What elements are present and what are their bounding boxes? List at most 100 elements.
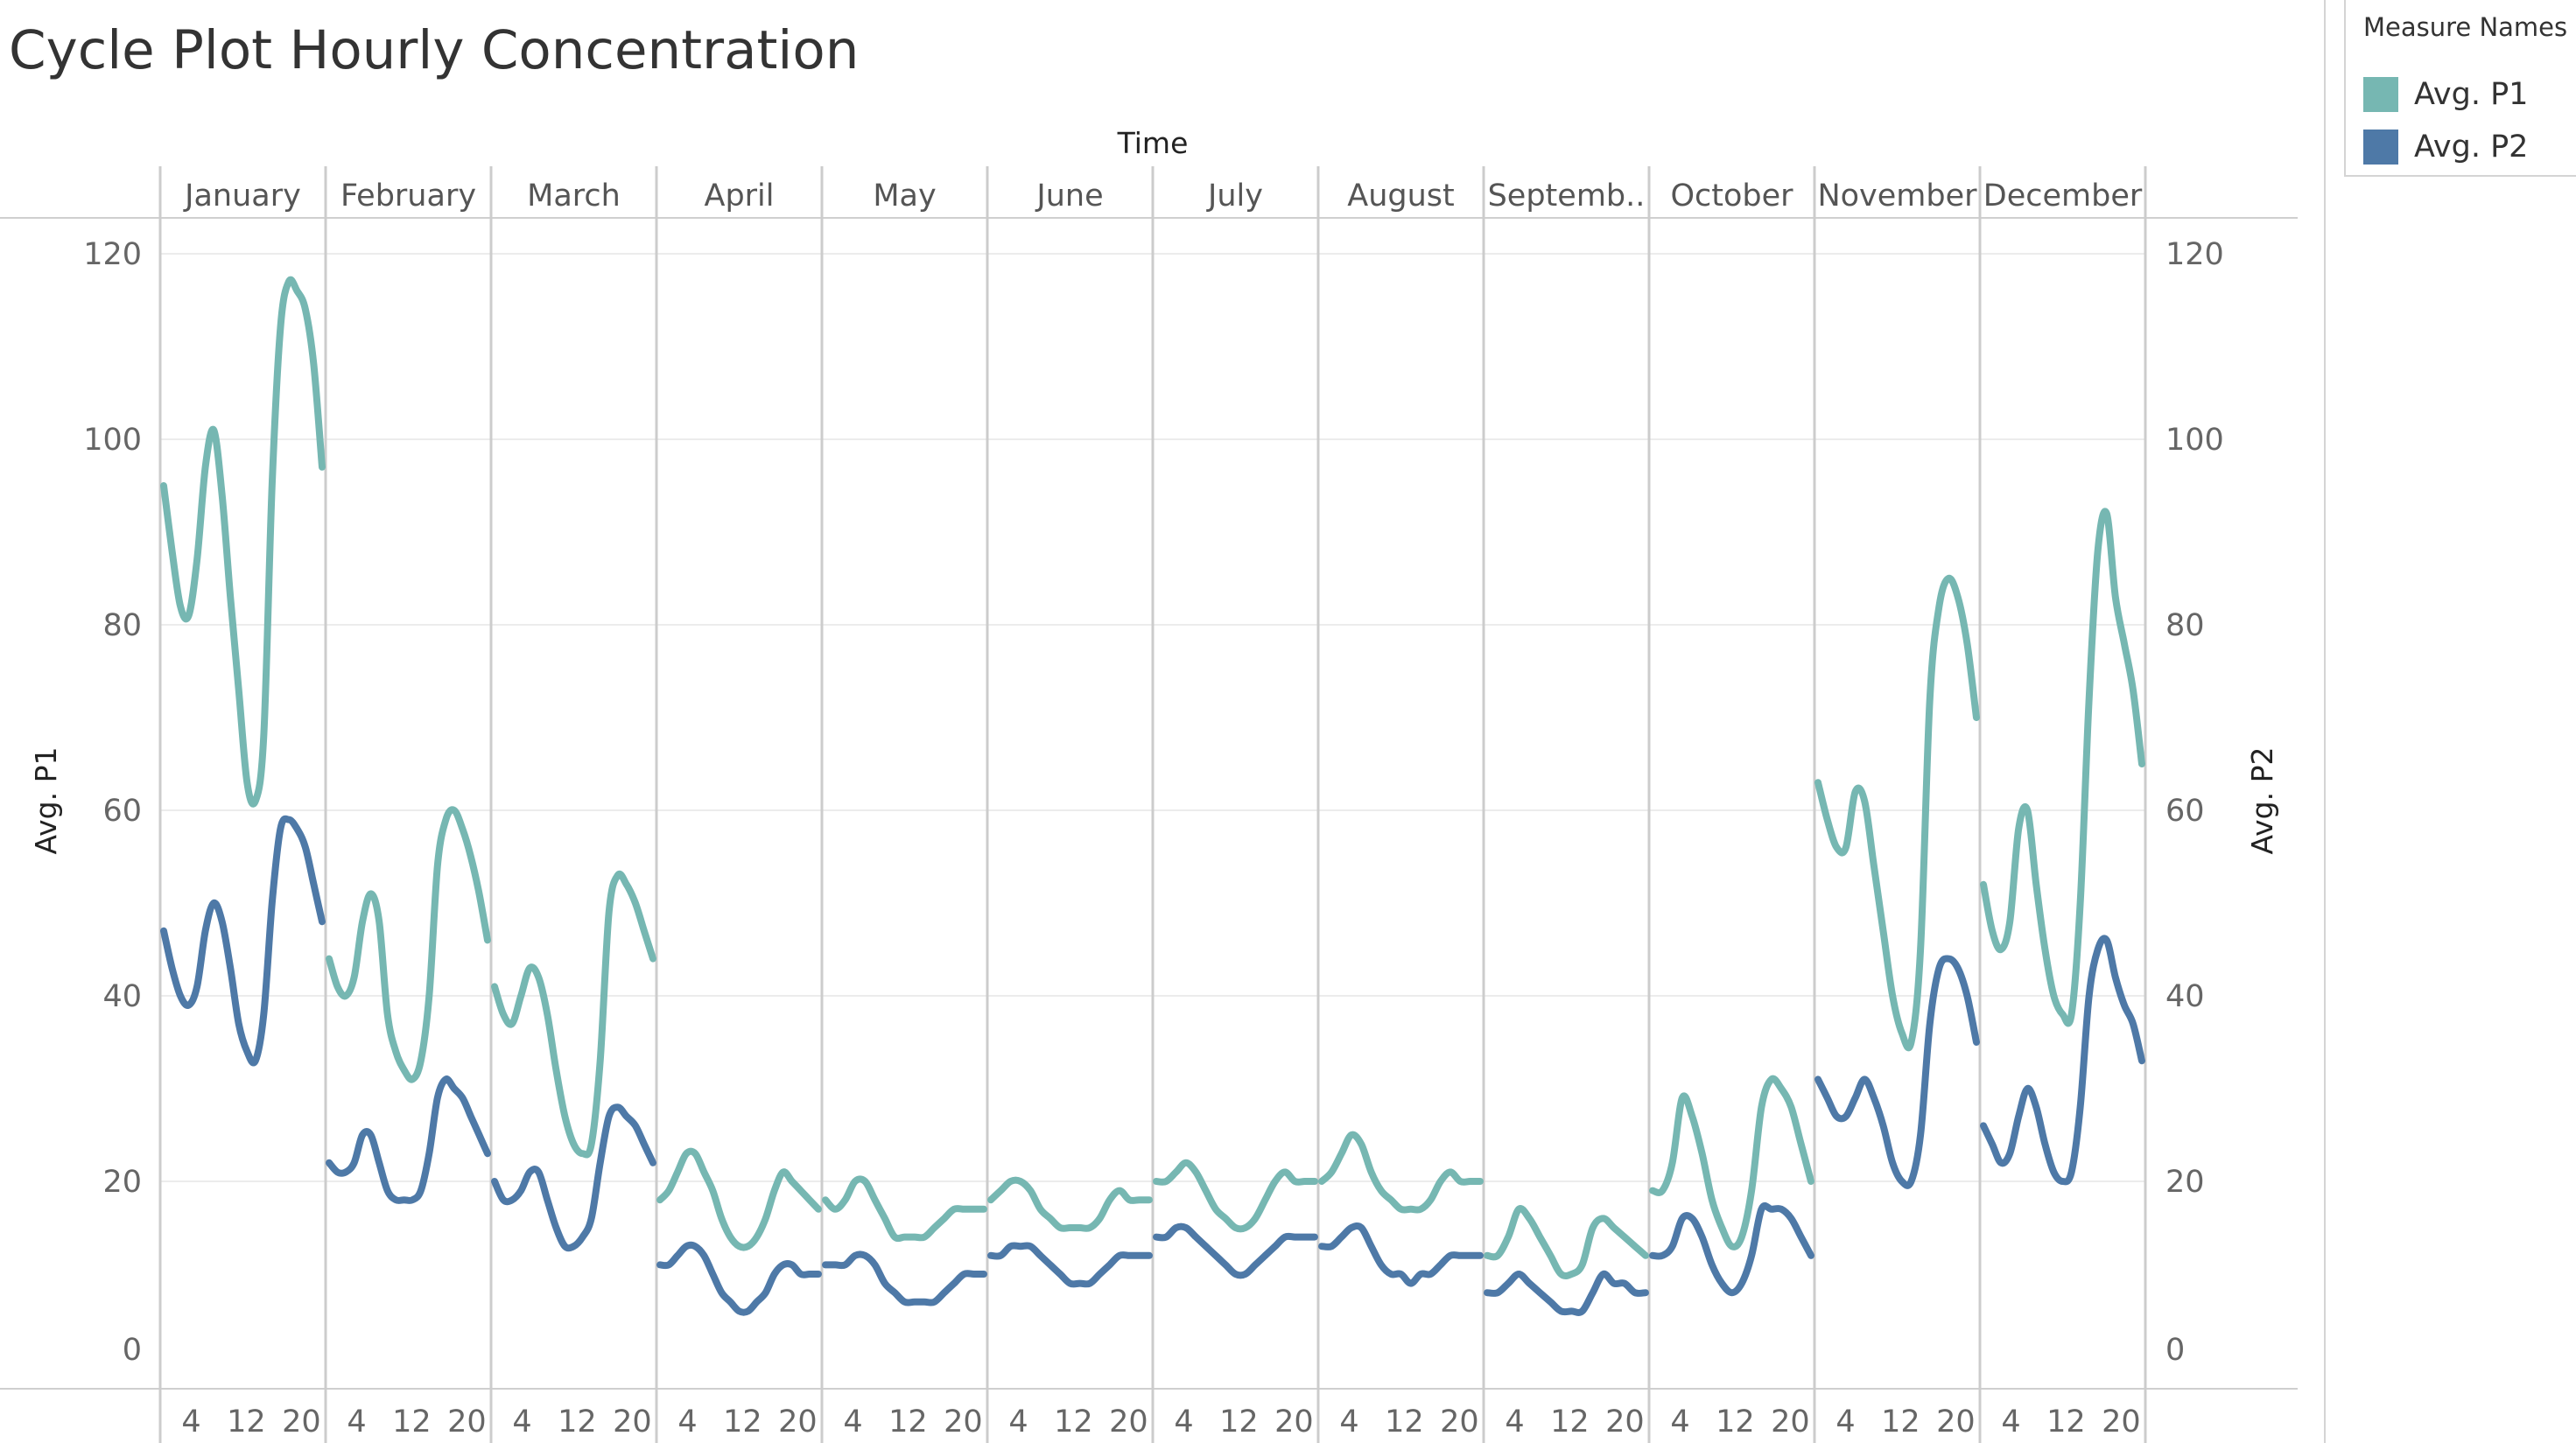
legend: Measure Names Avg. P1 Avg. P2	[2344, 0, 2576, 177]
x-tick-label: 12	[2046, 1404, 2086, 1439]
x-tick-label: 4	[512, 1404, 531, 1439]
y-tick-left-40: 40	[102, 979, 142, 1014]
x-tick-label: 20	[1274, 1404, 1314, 1439]
legend-title: Measure Names	[2363, 12, 2568, 42]
y-tick-left-0: 0	[123, 1333, 142, 1368]
x-tick-label: 4	[677, 1404, 697, 1439]
x-tick-label: 20	[1109, 1404, 1148, 1439]
series-line-avg-p2-3	[491, 1103, 656, 1252]
y-tick-left-60: 60	[102, 794, 142, 829]
x-tick-label: 4	[1835, 1404, 1855, 1439]
panel-header-6: June	[1035, 179, 1103, 214]
chart-frame	[0, 166, 2298, 1443]
x-tick-label: 20	[1771, 1404, 1810, 1439]
y-tick-left-100: 100	[83, 423, 142, 458]
series-line-avg-p1-1	[160, 276, 326, 808]
legend-item-avg-p1[interactable]: Avg. P1	[2363, 75, 2528, 114]
series-line-avg-p2-1	[160, 815, 326, 1067]
y-axis-label-left: Avg. P1	[29, 747, 63, 855]
series-line-avg-p2-7	[1153, 1222, 1318, 1279]
series-line-avg-p1-10	[1649, 1075, 1814, 1250]
panel-header-1: January	[183, 179, 301, 214]
x-tick-label: 20	[2102, 1404, 2141, 1439]
x-tick-label: 12	[1054, 1404, 1093, 1439]
x-tick-label: 12	[888, 1404, 928, 1439]
panel-header-11: November	[1817, 179, 1977, 214]
x-tick-label: 20	[1936, 1404, 1976, 1439]
legend-label-avg-p1: Avg. P1	[2414, 77, 2529, 112]
y-tick-right-80: 80	[2165, 608, 2205, 643]
x-tick-label: 20	[282, 1404, 321, 1439]
series-line-avg-p2-12	[1980, 935, 2145, 1186]
x-tick-label: 4	[843, 1404, 862, 1439]
x-tick-label: 4	[181, 1404, 200, 1439]
x-tick-label: 12	[392, 1404, 432, 1439]
x-tick-label: 12	[723, 1404, 762, 1439]
panel-header-3: March	[527, 179, 621, 214]
chart-title: Cycle Plot Hourly Concentration	[9, 19, 860, 81]
x-tick-label: 4	[1670, 1404, 1689, 1439]
x-tick-label: 4	[347, 1404, 366, 1439]
x-tick-label: 12	[1550, 1404, 1590, 1439]
series-line-avg-p2-9	[1484, 1270, 1649, 1316]
panel-header-5: May	[873, 179, 936, 214]
series-line-avg-p2-5	[822, 1250, 987, 1306]
series-line-avg-p1-2	[326, 806, 491, 1083]
legend-divider	[2324, 0, 2326, 1443]
y-tick-left-80: 80	[102, 608, 142, 643]
x-tick-label: 20	[1440, 1404, 1479, 1439]
column-header-time: Time	[1117, 126, 1189, 160]
legend-swatch-avg-p2	[2363, 130, 2398, 165]
series-line-avg-p1-8	[1318, 1131, 1484, 1214]
panel-header-12: December	[1983, 179, 2143, 214]
x-tick-label: 20	[447, 1404, 487, 1439]
series-line-avg-p1-5	[822, 1175, 987, 1243]
x-tick-label: 4	[1008, 1404, 1028, 1439]
series-line-avg-p1-11	[1814, 574, 1980, 1052]
x-tick-label: 12	[1219, 1404, 1259, 1439]
y-tick-right-20: 20	[2165, 1165, 2205, 1200]
y-tick-right-100: 100	[2165, 423, 2224, 458]
y-tick-right-40: 40	[2165, 979, 2205, 1014]
x-tick-label: 20	[1605, 1404, 1645, 1439]
x-tick-label: 20	[613, 1404, 652, 1439]
series-line-avg-p2-6	[987, 1242, 1153, 1288]
y-tick-left-20: 20	[102, 1165, 142, 1200]
series-lines	[160, 276, 2145, 1316]
y-tick-left-120: 120	[83, 237, 142, 272]
x-tick-label: 12	[227, 1404, 266, 1439]
series-line-avg-p2-8	[1318, 1222, 1484, 1287]
x-tick-label: 4	[1339, 1404, 1358, 1439]
y-tick-right-60: 60	[2165, 794, 2205, 829]
x-tick-label: 4	[2001, 1404, 2020, 1439]
x-axis-ticks: 4 12 20 4 12 20 4 12 20 4 12 20 4 12 20 4 12 20 4 12 20 4 12 20…	[181, 1404, 2140, 1439]
x-tick-label: 12	[1881, 1404, 1920, 1439]
panel-header-9: Septemb..	[1488, 179, 1646, 214]
x-tick-label: 12	[1385, 1404, 1424, 1439]
y-axis-label-right: Avg. P2	[2245, 747, 2279, 855]
series-line-avg-p1-4	[656, 1147, 822, 1251]
y-tick-right-120: 120	[2165, 237, 2224, 272]
series-line-avg-p1-9	[1484, 1205, 1649, 1280]
x-tick-label: 12	[1716, 1404, 1755, 1439]
legend-item-avg-p2[interactable]: Avg. P2	[2363, 128, 2528, 166]
x-tick-label: 20	[778, 1404, 818, 1439]
panel-header-2: February	[340, 179, 476, 214]
series-line-avg-p1-12	[1980, 508, 2145, 1027]
series-line-avg-p1-3	[491, 870, 656, 1159]
panel-header-8: August	[1347, 179, 1454, 214]
y-axis-ticks: 0 0 20 20 40 40 60 60 80 80 100 100 120 120	[83, 237, 2224, 1368]
y-tick-right-0: 0	[2165, 1333, 2185, 1368]
panel-header-4: April	[705, 179, 775, 214]
series-line-avg-p2-2	[326, 1075, 491, 1204]
x-tick-label: 12	[558, 1404, 597, 1439]
panel-header-7: July	[1206, 179, 1263, 214]
series-line-avg-p2-10	[1649, 1201, 1814, 1297]
series-line-avg-p2-11	[1814, 955, 1980, 1189]
x-tick-label: 20	[944, 1404, 983, 1439]
panel-header-10: October	[1670, 179, 1793, 214]
panel-headers: January February March April May June July Augu…	[183, 179, 2143, 214]
legend-swatch-avg-p1	[2363, 77, 2398, 112]
x-tick-label: 4	[1505, 1404, 1524, 1439]
